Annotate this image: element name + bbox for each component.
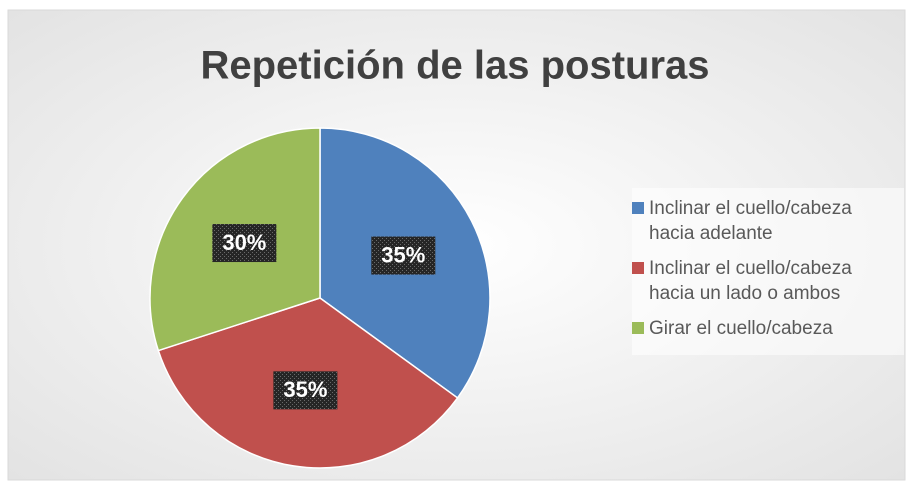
legend-entry: Inclinar el cuello/cabeza hacia adelante (632, 196, 904, 246)
legend-entry: Girar el cuello/cabeza (632, 316, 904, 341)
data-label-box (273, 371, 338, 410)
legend-label: Inclinar el cuello/cabeza hacia un lado … (649, 258, 852, 304)
data-label: 35% (283, 377, 327, 402)
data-label: 30% (222, 230, 266, 255)
data-label: 35% (381, 242, 425, 267)
legend-label: Inclinar el cuello/cabeza hacia adelante (649, 198, 852, 244)
chart-title: Repetición de las posturas (200, 44, 709, 88)
legend: Inclinar el cuello/cabeza hacia adelante… (632, 188, 904, 355)
legend-entry: Inclinar el cuello/cabeza hacia un lado … (632, 256, 904, 306)
legend-swatch (632, 322, 644, 334)
legend-swatch (632, 262, 644, 274)
legend-label: Girar el cuello/cabeza (649, 318, 833, 339)
data-label-box (212, 224, 277, 263)
legend-swatch (632, 202, 644, 214)
data-label-box (371, 236, 436, 275)
